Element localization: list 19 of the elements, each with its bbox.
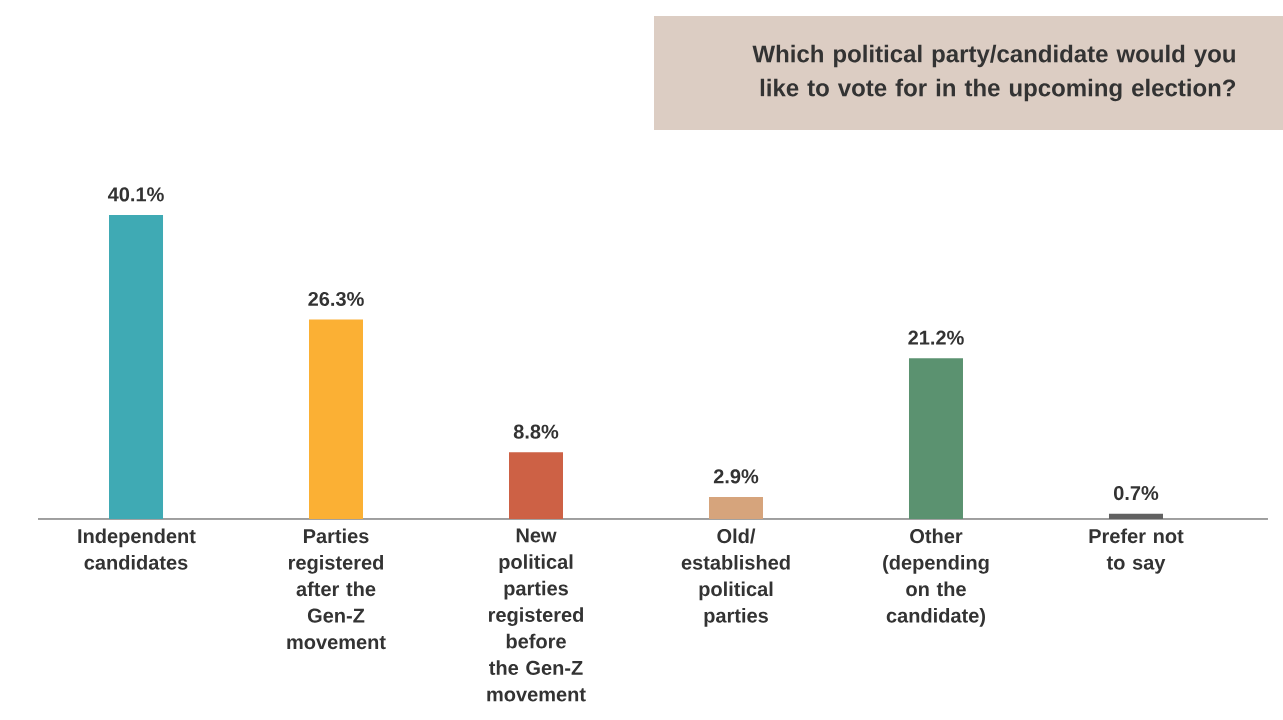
bar <box>709 497 763 519</box>
data-label: 0.7% <box>1113 486 1159 501</box>
x-tick-label: Independent candidates <box>78 528 196 570</box>
data-label: 40.1% <box>107 187 164 202</box>
x-tick-label: Parties registered after the Gen-Z movement <box>287 528 386 650</box>
data-label: 26.3% <box>308 291 364 307</box>
bar <box>109 214 164 519</box>
x-tick-label: Prefer not to say <box>1089 528 1184 574</box>
data-label: 2.9% <box>713 469 759 484</box>
bar <box>309 319 364 519</box>
x-tick-label: Other (depending on the candidate) <box>883 528 989 627</box>
bar <box>1108 513 1163 519</box>
bar <box>509 452 563 519</box>
x-tick-label: New political parties registered before the Gen-Z movement <box>487 528 586 702</box>
x-tick-label: Old/ established political parties <box>681 528 790 627</box>
bar <box>908 358 963 519</box>
chart-title: Which political party/candidate would you like to vote for in the upcoming election? <box>752 44 1236 102</box>
data-label: 21.2% <box>908 330 964 345</box>
data-label: 8.8% <box>513 424 559 439</box>
